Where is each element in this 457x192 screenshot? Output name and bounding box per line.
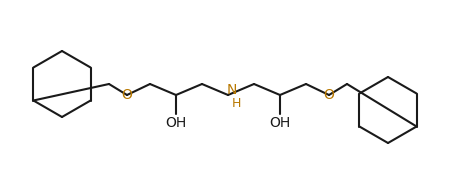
Text: OH: OH bbox=[269, 116, 291, 130]
Text: OH: OH bbox=[165, 116, 186, 130]
Text: N: N bbox=[227, 83, 237, 97]
Text: O: O bbox=[122, 88, 133, 102]
Text: H: H bbox=[232, 97, 241, 110]
Text: O: O bbox=[324, 88, 335, 102]
